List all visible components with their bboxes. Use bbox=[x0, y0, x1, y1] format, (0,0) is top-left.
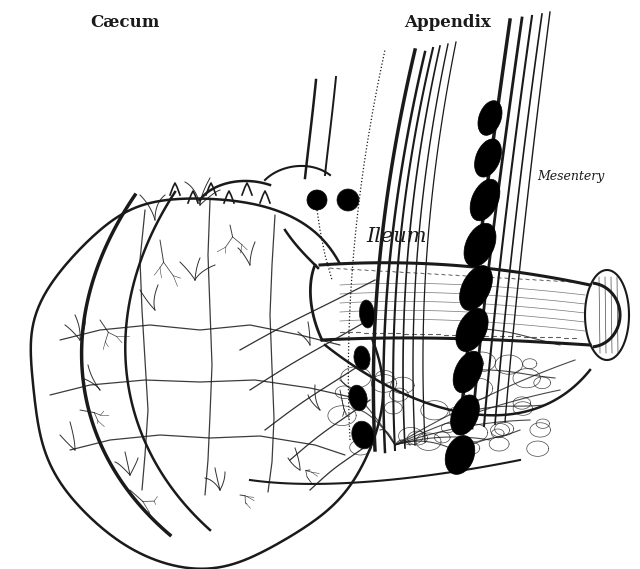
Ellipse shape bbox=[352, 421, 374, 449]
Text: Cæcum: Cæcum bbox=[90, 14, 159, 31]
Ellipse shape bbox=[470, 179, 500, 221]
Text: Ileum: Ileum bbox=[367, 226, 427, 246]
Ellipse shape bbox=[354, 346, 370, 370]
Ellipse shape bbox=[445, 436, 475, 475]
Polygon shape bbox=[320, 263, 590, 345]
Ellipse shape bbox=[451, 395, 479, 435]
Ellipse shape bbox=[475, 139, 501, 177]
Text: Appendix: Appendix bbox=[404, 14, 492, 31]
Polygon shape bbox=[585, 270, 629, 360]
Ellipse shape bbox=[360, 300, 374, 328]
Ellipse shape bbox=[337, 189, 359, 211]
Ellipse shape bbox=[349, 385, 367, 411]
Polygon shape bbox=[31, 199, 383, 569]
Ellipse shape bbox=[307, 190, 327, 210]
Polygon shape bbox=[590, 283, 620, 347]
Ellipse shape bbox=[456, 308, 488, 352]
Ellipse shape bbox=[460, 266, 492, 311]
Ellipse shape bbox=[478, 101, 502, 135]
Text: Mesentery: Mesentery bbox=[538, 170, 605, 183]
Ellipse shape bbox=[464, 223, 496, 267]
Ellipse shape bbox=[453, 351, 483, 393]
